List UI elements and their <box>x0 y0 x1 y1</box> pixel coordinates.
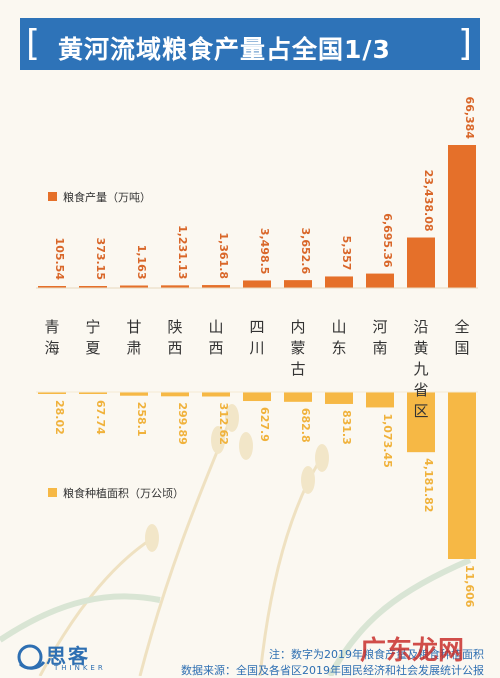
data-label-production: 1,361.8 <box>217 232 230 279</box>
region-label: 山东 <box>331 318 346 357</box>
bar-production <box>366 273 394 288</box>
wheat-decoration <box>0 404 472 676</box>
region-label: 陕西 <box>167 318 182 357</box>
region-label-char: 黄 <box>413 339 428 357</box>
region-label-char: 川 <box>249 339 264 357</box>
region-label-char: 河 <box>372 318 387 336</box>
region-label-char: 内 <box>290 318 305 336</box>
title-bar: [ 黄河流域粮食产量占全国1/3 ] <box>20 18 480 70</box>
data-label-area: 28.02 <box>53 400 66 435</box>
data-label-production: 105.54 <box>53 238 66 281</box>
legend-swatch-production <box>48 192 57 201</box>
title-bracket-left: [ <box>26 23 41 64</box>
bar-area <box>120 392 148 396</box>
logo-subtext: THINKER <box>54 664 106 672</box>
region-label-char: 沿 <box>413 318 428 336</box>
region-label-char: 全 <box>454 318 469 336</box>
bar-area <box>202 392 230 397</box>
data-label-production: 5,357 <box>340 236 353 271</box>
region-label: 宁夏 <box>85 318 100 357</box>
data-label-area: 11,606 <box>463 565 476 608</box>
region-label-char: 国 <box>454 339 469 357</box>
legend-label-area: 粮食种植面积（万公顷） <box>63 486 184 500</box>
bar-area <box>161 392 189 397</box>
data-label-production: 3,652.6 <box>299 227 312 274</box>
thinker-logo: 思客 THINKER <box>16 640 126 674</box>
logo-emblem-icon <box>17 644 46 670</box>
data-label-area: 258.1 <box>135 402 148 437</box>
data-label-production: 1,231.13 <box>176 225 189 279</box>
region-label: 全国 <box>454 318 469 357</box>
data-label-area: 299.89 <box>176 402 189 444</box>
region-label-char: 甘 <box>126 318 141 336</box>
bar-production <box>202 285 230 288</box>
region-label: 四川 <box>249 318 264 357</box>
region-label-char: 省 <box>413 381 428 399</box>
data-label-area: 312.62 <box>217 402 230 444</box>
region-label-char: 蒙 <box>290 339 305 357</box>
footer-source: 数据来源：全国及各省区2019年国民经济和社会发展统计公报 <box>181 664 484 677</box>
region-label: 河南 <box>372 318 387 357</box>
chart-title: 黄河流域粮食产量占全国1/3 <box>58 35 391 64</box>
region-label-char: 夏 <box>85 339 100 357</box>
region-label-char: 西 <box>167 339 182 357</box>
data-label-production: 6,695.36 <box>381 213 394 268</box>
logo-text: 思客 <box>46 644 90 668</box>
bar-production <box>38 286 66 288</box>
region-label-char: 宁 <box>85 318 100 336</box>
data-label-production: 23,438.08 <box>422 170 435 232</box>
bar-area <box>38 392 66 394</box>
bar-production <box>120 285 148 288</box>
data-label-production: 66,384 <box>463 97 476 140</box>
bar-production <box>79 286 107 288</box>
bar-production <box>325 276 353 288</box>
data-label-area: 627.9 <box>258 407 271 442</box>
bar-area <box>366 392 394 408</box>
data-label-production: 1,163 <box>135 245 148 280</box>
legend-swatch-area <box>48 488 57 497</box>
region-label-char: 西 <box>208 339 223 357</box>
region-label-char: 陕 <box>167 318 182 336</box>
bar-area <box>284 392 312 402</box>
bar-production <box>407 237 435 288</box>
bar-production <box>161 285 189 288</box>
region-label-char: 青 <box>44 318 59 336</box>
region-label-char: 山 <box>208 318 223 336</box>
data-label-production: 373.15 <box>94 238 107 280</box>
data-label-area: 831.3 <box>340 410 353 445</box>
data-label-area: 4,181.82 <box>422 458 435 512</box>
region-label-char: 南 <box>372 339 387 357</box>
data-label-area: 682.8 <box>299 408 312 443</box>
bar-production <box>243 280 271 288</box>
bar-production <box>284 280 312 288</box>
region-label-char: 区 <box>413 402 428 420</box>
bar-area <box>325 392 353 404</box>
region-label-char: 海 <box>44 339 59 357</box>
bar-area <box>407 392 435 453</box>
bar-production <box>448 145 476 288</box>
legend-label-production: 粮食产量（万吨） <box>63 190 151 204</box>
region-label-char: 肃 <box>126 339 141 357</box>
region-label-char: 东 <box>331 339 346 357</box>
title-bracket-right: ] <box>457 23 472 64</box>
bar-area <box>448 392 476 559</box>
watermark: 广东龙网 <box>360 636 465 666</box>
bar-area <box>243 392 271 402</box>
region-label-char: 山 <box>331 318 346 336</box>
region-label: 甘肃 <box>126 318 141 357</box>
data-label-area: 67.74 <box>94 400 107 435</box>
bar-area <box>79 392 107 394</box>
footer-note: 注：数字为2019年粮食产量及粮食种植面积 <box>269 648 484 661</box>
data-label-production: 3,498.5 <box>258 228 271 275</box>
region-label-char: 四 <box>249 318 264 336</box>
data-label-area: 1,073.45 <box>381 413 394 467</box>
region-label-char: 九 <box>413 360 428 378</box>
region-label: 青海 <box>44 318 59 357</box>
region-label: 山西 <box>208 318 223 357</box>
region-label-char: 古 <box>290 360 305 378</box>
region-label: 内蒙古 <box>290 318 305 378</box>
